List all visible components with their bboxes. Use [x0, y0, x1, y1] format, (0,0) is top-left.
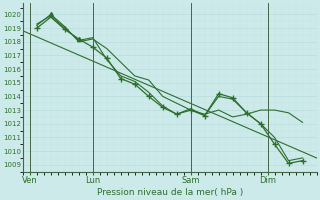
X-axis label: Pression niveau de la mer( hPa ): Pression niveau de la mer( hPa ) [97, 188, 243, 197]
